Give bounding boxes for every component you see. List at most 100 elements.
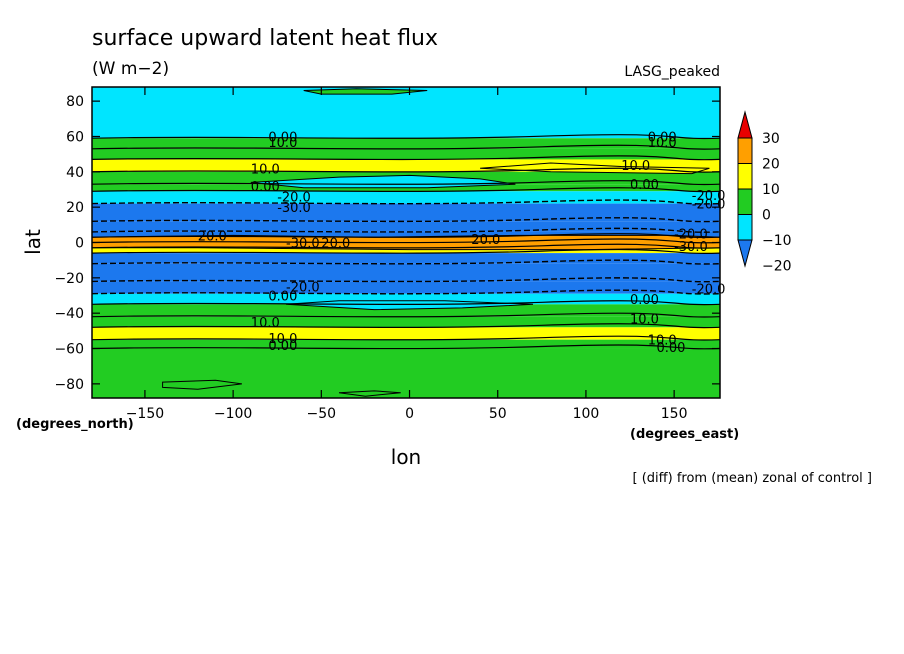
contour-line — [91, 134, 721, 140]
field-blob — [285, 300, 534, 311]
colorbar-segment — [737, 188, 753, 215]
contour-label: -20.0 — [692, 282, 726, 297]
contour-line — [91, 155, 721, 161]
y-tick-label: 80 — [66, 94, 84, 110]
x-tick-label: −150 — [126, 406, 164, 422]
field-blob — [338, 390, 401, 397]
y-axis-label: lat — [21, 229, 45, 255]
contour-line — [91, 300, 721, 306]
contour-label: 20.0 — [198, 229, 227, 244]
contour-line — [91, 180, 721, 186]
contour-label: -20.0 — [277, 191, 311, 206]
y-tick-label: −20 — [54, 271, 84, 287]
lat-band — [92, 221, 720, 232]
colorbar-label: 0 — [762, 208, 771, 224]
lat-band — [92, 87, 720, 139]
colorbar-label: 30 — [762, 131, 780, 147]
contour-line — [91, 187, 721, 193]
contour-line — [91, 277, 721, 283]
footnote: [ (diff) from (mean) zonal of control ] — [633, 471, 872, 486]
contour-lines — [91, 134, 721, 350]
y-axis-units: (degrees_north) — [16, 417, 134, 432]
contour-label: 10.0 — [251, 316, 280, 331]
chart-title: surface upward latent heat flux — [92, 26, 438, 51]
y-axis-ticks: −80 −60 −40 −20 0 20 40 60 80 — [54, 94, 720, 393]
y-tick-label: −40 — [54, 306, 84, 322]
lat-band — [92, 191, 720, 204]
contour-label: 10.0 — [630, 313, 659, 328]
contour-line — [91, 289, 721, 295]
lat-band — [92, 203, 720, 222]
y-tick-label: 40 — [66, 165, 84, 181]
colorbar-segment — [737, 163, 753, 190]
contour-label: 0.00 — [648, 131, 677, 146]
lat-band — [92, 348, 720, 398]
contour-line — [91, 217, 721, 223]
contour-line — [91, 233, 721, 239]
contour-label: 0.00 — [630, 293, 659, 308]
contour-label: 10.0 — [621, 159, 650, 174]
contour-label: 10.0 — [268, 332, 297, 347]
contour-label: -30.0 — [277, 201, 311, 216]
x-tick-label: −50 — [307, 406, 337, 422]
colorbar: 30 20 10 0 −10 −20 — [737, 110, 792, 275]
contour-label: 0.00 — [657, 341, 686, 356]
contour-label: -30.0 — [286, 237, 320, 252]
lat-band — [92, 316, 720, 328]
y-tick-label: 20 — [66, 200, 84, 216]
contour-label: 0.00 — [268, 290, 297, 305]
colorbar-over — [737, 110, 753, 139]
x-tick-label: 150 — [661, 406, 688, 422]
contour-label: 0.00 — [268, 131, 297, 146]
contour-label: 20.0 — [321, 237, 350, 252]
lat-band — [92, 293, 720, 305]
y-tick-label: −60 — [54, 342, 84, 358]
x-tick-label: 100 — [573, 406, 600, 422]
lat-band — [92, 148, 720, 160]
colorbar-label: −10 — [762, 233, 792, 249]
colorbar-under — [737, 239, 753, 268]
x-axis-ticks: −150 −100 −50 0 50 100 150 — [126, 87, 688, 422]
colorbar-segment — [737, 137, 753, 164]
colorbar-label: −20 — [762, 259, 792, 275]
contour-label: 10.0 — [648, 136, 677, 151]
chart-units: (W m−2) — [92, 59, 169, 79]
lat-band — [92, 231, 720, 238]
contour-label: -20.0 — [286, 281, 320, 296]
field-blob — [162, 379, 242, 390]
x-tick-label: 0 — [405, 406, 414, 422]
x-tick-label: 50 — [489, 406, 507, 422]
contour-label: 10.0 — [648, 334, 677, 349]
lat-band — [92, 253, 720, 264]
contour-label: -30.0 — [674, 240, 708, 255]
lat-band — [92, 263, 720, 282]
contour-line — [91, 259, 721, 265]
contour-label: -20.0 — [674, 228, 708, 243]
contour-label: 0.00 — [630, 178, 659, 193]
contour-label: 20.0 — [471, 233, 500, 248]
contour-label: 0.00 — [268, 339, 297, 354]
contour-line — [91, 227, 721, 233]
contour-line — [91, 344, 721, 350]
contour-line — [91, 144, 721, 150]
lat-band — [92, 327, 720, 340]
colorbar-label: 20 — [762, 157, 780, 173]
contour-line — [91, 243, 721, 249]
colorbar-label: 10 — [762, 182, 780, 198]
contour-label: -20.0 — [692, 198, 726, 213]
y-tick-label: 60 — [66, 129, 84, 145]
x-axis-units: (degrees_east) — [630, 427, 739, 442]
contour-line — [91, 323, 721, 329]
contour-line — [91, 167, 721, 173]
contour-line — [91, 248, 721, 254]
x-tick-label: −100 — [214, 406, 252, 422]
contour-label: 0.00 — [251, 180, 280, 195]
contour-line — [91, 335, 721, 341]
lat-band — [92, 339, 720, 349]
contour-line — [91, 312, 721, 318]
field-blob — [250, 174, 516, 189]
lat-band — [92, 138, 720, 149]
contour-line — [91, 238, 721, 244]
